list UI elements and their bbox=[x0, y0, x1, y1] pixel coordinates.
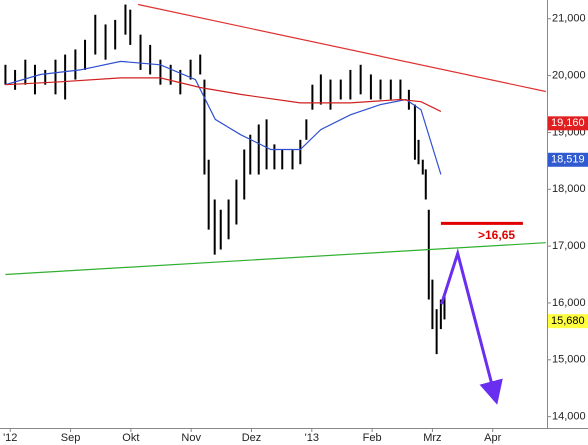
x-tick-label: Mrz bbox=[423, 432, 441, 444]
y-tick-label: 21,000 bbox=[552, 13, 586, 25]
trend-line bbox=[5, 242, 546, 276]
x-tick-label: Nov bbox=[181, 432, 201, 444]
price-badge-label: 15,680 bbox=[551, 315, 585, 327]
price-badge-label: 19,160 bbox=[551, 117, 585, 129]
x-tick-label: Dez bbox=[242, 432, 262, 444]
annotation: >16,65 bbox=[478, 228, 515, 242]
x-tick-label: Apr bbox=[484, 432, 501, 444]
y-tick-label: 17,000 bbox=[552, 240, 586, 252]
y-tick-label: 18,000 bbox=[552, 183, 586, 195]
x-tick-label: Okt bbox=[122, 432, 139, 444]
moving-average bbox=[5, 77, 442, 112]
moving-average bbox=[5, 60, 442, 175]
trend-line bbox=[137, 3, 546, 93]
price-badge-label: 18,519 bbox=[551, 154, 585, 166]
x-tick-label: Sep bbox=[61, 432, 81, 444]
y-tick-label: 16,000 bbox=[552, 297, 586, 309]
price-badge bbox=[548, 116, 588, 131]
price-badge bbox=[548, 314, 588, 329]
y-tick-label: 14,000 bbox=[552, 411, 586, 423]
y-tick-label: 15,000 bbox=[552, 354, 586, 366]
y-tick-label: 20,000 bbox=[552, 70, 586, 82]
x-tick-label: '12 bbox=[3, 432, 17, 444]
x-tick-label: Feb bbox=[363, 432, 382, 444]
arrow bbox=[440, 248, 503, 405]
x-tick-label: '13 bbox=[305, 432, 319, 444]
price-badge bbox=[548, 152, 588, 167]
